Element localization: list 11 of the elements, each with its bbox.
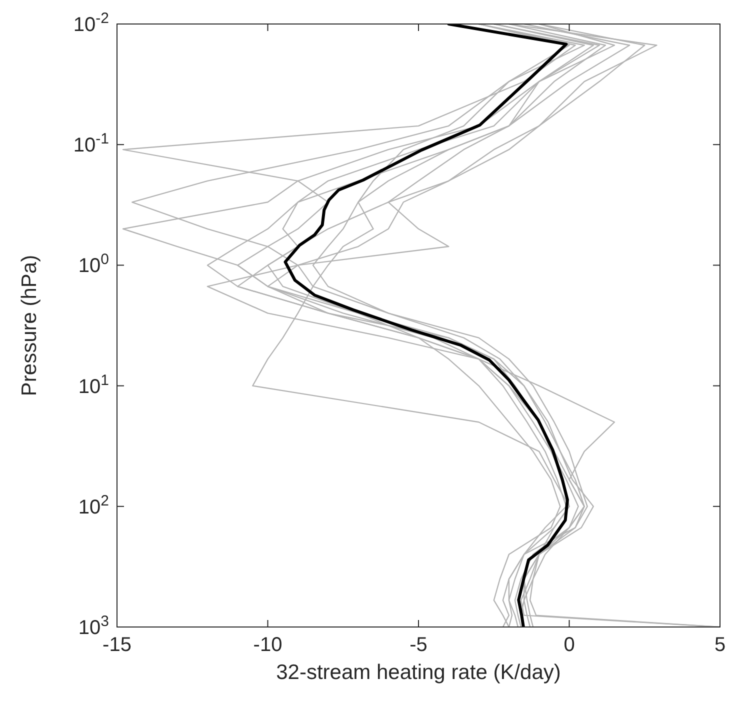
y-axis-title: Pressure (hPa)	[18, 254, 41, 396]
x-tick-label: -10	[253, 634, 282, 656]
y-tick-label: 10$^{-1}$	[73, 130, 109, 157]
x-tick-label: 0	[564, 634, 575, 656]
x-tick-label: 5	[714, 634, 726, 656]
x-axis-title: 32-stream heating rate (K/day)	[276, 661, 561, 684]
y-tick-label: 10$^{0}$	[78, 250, 109, 278]
x-tick-label: -5	[410, 634, 428, 656]
y-tick-label: 10$^{2}$	[78, 492, 109, 518]
y-tick-label: 10$^{-2}$	[73, 10, 109, 36]
y-tick-label: 10$^{1}$	[78, 371, 109, 398]
